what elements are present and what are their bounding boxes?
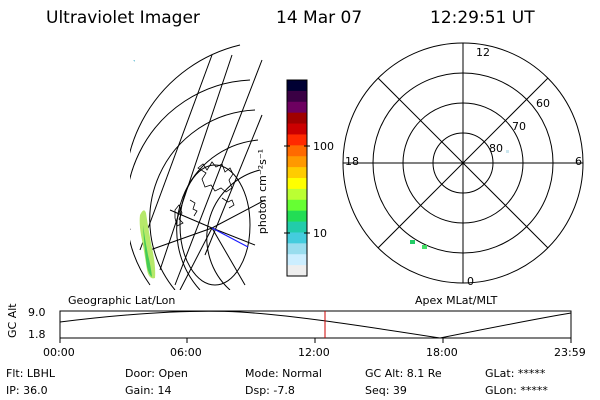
mlat-label-80: 80 (489, 142, 503, 155)
lon-line-2 (159, 54, 233, 271)
noise-pixel (133, 60, 135, 62)
status-glon: GLon: ***** (485, 384, 548, 397)
lat-arc-3 (149, 109, 256, 290)
colorbar-swatch (287, 156, 307, 168)
status-dsp: Dsp: -7.8 (245, 384, 295, 397)
mlt-label-6: 6 (575, 155, 582, 168)
lon-line-8 (179, 227, 213, 290)
x-tick-label-2359: 23:59 (554, 346, 586, 359)
status-glat: GLat: ***** (485, 367, 546, 380)
lon-line-7 (211, 227, 256, 246)
coastline-4 (221, 197, 235, 209)
colorbar-swatch (287, 80, 307, 92)
altitude-y-max: 9.0 (28, 306, 46, 319)
altitude-plot (59, 310, 572, 343)
x-tick-label-0600: 06:00 (170, 346, 202, 359)
aurora-emission (139, 210, 156, 279)
x-tick-label-1200: 12:00 (298, 346, 330, 359)
status-door: Door: Open (125, 367, 188, 380)
colorbar-swatch (287, 123, 307, 136)
colorbar-frame (286, 79, 308, 277)
mlt-label-18: 18 (345, 155, 359, 168)
apex-caption: Apex MLat/MLT (415, 294, 498, 307)
lon-line-9 (169, 209, 213, 229)
instrument-title: Ultraviolet Imager (46, 8, 200, 28)
lon-line-3 (174, 59, 263, 286)
colorbar-swatch (287, 254, 307, 266)
lat-arc-5 (206, 169, 261, 290)
status-gain: Gain: 14 (125, 384, 172, 397)
altitude-curve (59, 310, 572, 339)
colorbar (286, 79, 308, 277)
status-seq: Seq: 39 (365, 384, 407, 397)
colorbar-swatch (287, 221, 307, 234)
lat-arc-2 (130, 79, 251, 286)
mlt-label-12: 12 (476, 46, 490, 59)
status-mode: Mode: Normal (245, 367, 322, 380)
altitude-plot-frame (59, 310, 572, 339)
field-of-view-ellipse (179, 164, 251, 286)
colorbar-tick-100: 100 (313, 140, 334, 153)
emission-dot-2 (422, 245, 427, 249)
date-label: 14 Mar 07 (276, 8, 363, 28)
lon-line-6 (211, 227, 246, 286)
time-label: 12:29:51 UT (430, 8, 535, 28)
coastline-3 (189, 199, 198, 217)
colorbar-ticks (284, 145, 310, 234)
sun-direction-line (211, 227, 249, 248)
emission-dot-1 (410, 240, 415, 244)
lon-line-1 (139, 54, 213, 251)
mlat-label-70: 70 (512, 120, 526, 133)
aurora-emission-core (143, 225, 152, 277)
status-flt: Flt: LBHL (6, 367, 55, 380)
mlat-label-60: 60 (536, 97, 550, 110)
colorbar-swatch (287, 188, 307, 201)
altitude-y-label: GC Alt (6, 303, 19, 338)
emission-dot-3 (506, 150, 509, 153)
colorbar-swatch (287, 134, 307, 146)
geographic-map (130, 44, 265, 290)
x-tick-label-1800: 18:00 (426, 346, 458, 359)
mlt-label-0: 0 (467, 275, 474, 288)
altitude-y-min: 1.8 (28, 328, 46, 341)
geographic-caption: Geographic Lat/Lon (68, 294, 176, 307)
colorbar-swatch (287, 232, 307, 244)
coastline-2 (174, 204, 184, 227)
coastline-1 (197, 161, 234, 193)
status-ip: IP: 36.0 (6, 384, 48, 397)
lat-arc-4 (176, 139, 259, 290)
colorbar-swatch (287, 145, 307, 157)
lat-arc-1 (130, 44, 241, 230)
polar-plot (342, 42, 584, 284)
colorbar-swatch (287, 112, 307, 125)
colorbar-swatch (287, 210, 307, 223)
colorbar-unit-label: photon cm⁻²s⁻¹ (256, 148, 270, 235)
colorbar-swatch (287, 243, 307, 255)
polar-axis-diag-2 (377, 77, 549, 249)
colorbar-swatch (287, 178, 307, 190)
x-tick-label-0000: 00:00 (43, 346, 75, 359)
colorbar-swatch (287, 167, 307, 179)
colorbar-swatch (287, 265, 307, 277)
colorbar-tick-10: 10 (313, 227, 327, 240)
colorbar-swatch (287, 199, 307, 212)
status-gc-alt: GC Alt: 8.1 Re (365, 367, 442, 380)
colorbar-swatch (287, 101, 307, 114)
colorbar-swatch (287, 90, 307, 103)
